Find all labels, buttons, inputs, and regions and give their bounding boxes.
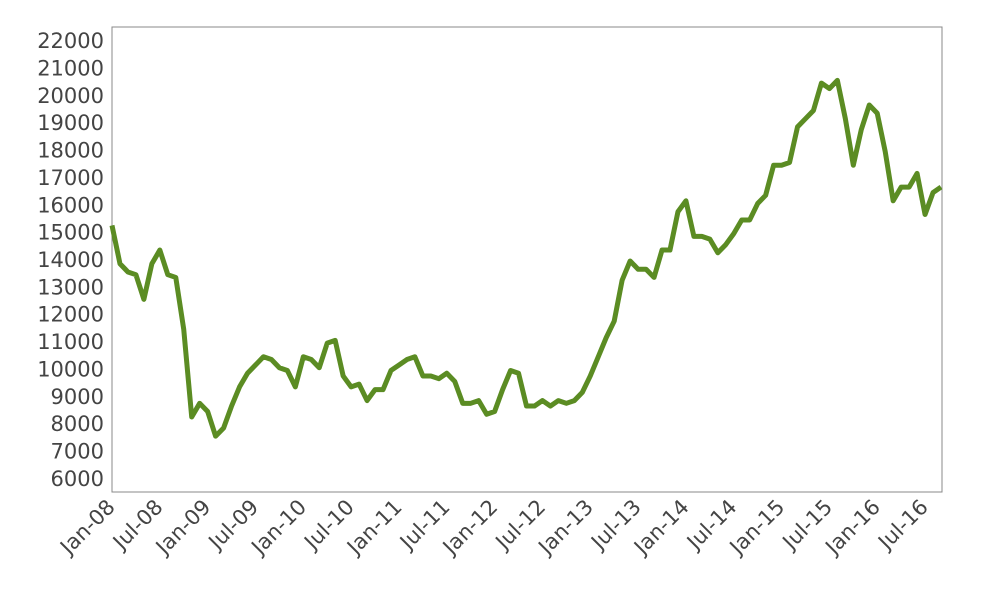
y-tick-label: 13000 (37, 275, 104, 299)
y-tick-label: 16000 (37, 193, 104, 217)
y-tick-label: 21000 (37, 56, 104, 80)
y-tick-label: 8000 (51, 412, 104, 436)
y-tick-label: 19000 (37, 111, 104, 135)
y-tick-label: 17000 (37, 166, 104, 190)
y-tick-label: 20000 (37, 84, 104, 108)
y-tick-label: 6000 (51, 467, 104, 491)
y-tick-label: 15000 (37, 221, 104, 245)
y-tick-label: 22000 (37, 29, 104, 53)
x-tick-label: Jul-16 (872, 495, 933, 556)
y-tick-label: 9000 (51, 385, 104, 409)
x-tick-label: Jan-08 (54, 495, 120, 561)
y-tick-label: 7000 (51, 440, 104, 464)
plot-frame (111, 26, 943, 493)
y-tick-label: 10000 (37, 357, 104, 381)
data-line (109, 77, 943, 439)
y-tick-label: 14000 (37, 248, 104, 272)
y-tick-label: 11000 (37, 330, 104, 354)
y-tick-label: 18000 (37, 139, 104, 163)
y-tick-label: 12000 (37, 303, 104, 327)
